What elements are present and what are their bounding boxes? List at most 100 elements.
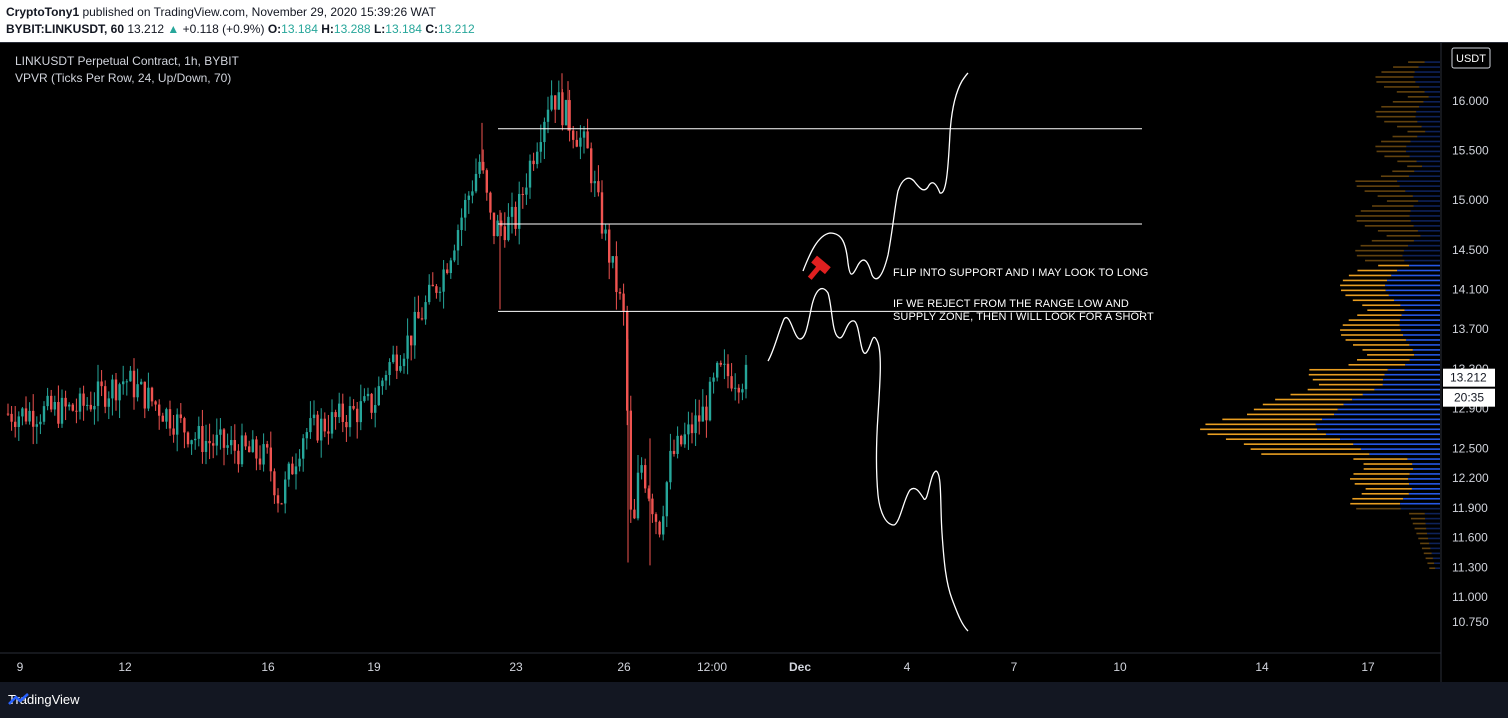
vp-row-up bbox=[1343, 403, 1440, 406]
vp-row-down bbox=[1429, 567, 1436, 570]
candle-body bbox=[435, 286, 438, 293]
price-tick-label: 11.900 bbox=[1452, 501, 1488, 515]
vp-row-down bbox=[1353, 473, 1410, 475]
open-value: 13.184 bbox=[281, 22, 318, 36]
candle-body bbox=[424, 302, 427, 320]
vp-row-down bbox=[1309, 368, 1388, 371]
candle-body bbox=[510, 206, 514, 217]
vp-row-down bbox=[1200, 428, 1318, 431]
vp-row-up bbox=[1337, 408, 1440, 411]
time-tick-label: 12 bbox=[118, 660, 132, 674]
vp-row-down bbox=[1348, 363, 1406, 366]
price-tick-label: 15.000 bbox=[1452, 193, 1489, 207]
vp-row-down bbox=[1412, 522, 1426, 525]
vp-row-down bbox=[1376, 115, 1416, 118]
candle-body bbox=[399, 366, 402, 371]
candle-body bbox=[640, 465, 643, 473]
vp-row-down bbox=[1355, 180, 1398, 182]
candle-body bbox=[374, 405, 377, 413]
vp-row-up bbox=[1413, 468, 1440, 470]
candle-body bbox=[622, 293, 625, 312]
vp-row-down bbox=[1342, 324, 1400, 326]
author-name[interactable]: CryptoTony1 bbox=[6, 5, 80, 19]
candle-body bbox=[330, 412, 334, 434]
vp-row-down bbox=[1357, 314, 1402, 316]
candle-body bbox=[197, 426, 200, 439]
vp-row-up bbox=[1399, 185, 1440, 187]
vp-row-down bbox=[1367, 309, 1405, 311]
candle-body bbox=[35, 424, 38, 427]
candle-body bbox=[514, 206, 517, 229]
candle-body bbox=[417, 311, 420, 319]
currency-button[interactable] bbox=[1451, 47, 1491, 69]
candle-body bbox=[554, 95, 557, 110]
candle-body bbox=[248, 446, 251, 453]
candle-body bbox=[100, 381, 103, 387]
vp-row-down bbox=[1307, 388, 1375, 391]
tradingview-brand[interactable]: TradingView bbox=[8, 692, 80, 707]
candle-body bbox=[118, 384, 121, 401]
vp-row-down bbox=[1377, 195, 1413, 197]
vp-row-up bbox=[1413, 239, 1440, 242]
vp-row-up bbox=[1431, 552, 1440, 555]
vp-row-up bbox=[1413, 205, 1440, 207]
vp-row-up bbox=[1426, 527, 1440, 530]
candle-body bbox=[446, 269, 449, 274]
candle-body bbox=[10, 413, 13, 422]
vp-row-up bbox=[1385, 284, 1440, 287]
candlesticks bbox=[6, 73, 748, 566]
symbol-name: BYBIT:LINKUSDT, 60 bbox=[6, 22, 125, 36]
vp-row-up bbox=[1425, 517, 1440, 520]
vp-row-down bbox=[1247, 413, 1335, 416]
candle-body bbox=[662, 516, 665, 535]
vp-row-up bbox=[1353, 443, 1440, 445]
vp-row-down bbox=[1397, 160, 1417, 163]
candle-body bbox=[611, 256, 614, 263]
vp-row-up bbox=[1340, 438, 1440, 441]
vp-row-up bbox=[1384, 373, 1440, 376]
candle-body bbox=[42, 406, 46, 422]
candle-body bbox=[258, 458, 262, 465]
time-tick-label: 12:00 bbox=[697, 660, 727, 674]
candle-body bbox=[305, 432, 308, 439]
vp-row-up bbox=[1414, 170, 1440, 173]
candle-body bbox=[46, 395, 49, 407]
candle-body bbox=[744, 364, 748, 390]
candle-body bbox=[716, 362, 719, 378]
countdown-label: 20:35 bbox=[1454, 391, 1484, 405]
indicator-legend[interactable]: VPVR (Ticks Per Row, 24, Up/Down, 70) bbox=[15, 71, 232, 85]
vp-row-down bbox=[1418, 537, 1429, 540]
vp-row-up bbox=[1420, 234, 1440, 237]
price-tick-label: 11.600 bbox=[1452, 531, 1488, 545]
candle-body bbox=[726, 363, 730, 377]
candle-body bbox=[453, 250, 456, 261]
vp-row-down bbox=[1365, 488, 1412, 490]
chart-svg[interactable]: 9 12 16 19 23 26 12:00 Dec 4 7 10 14 17 USDT 16.000 15… bbox=[0, 43, 1508, 683]
candle-body bbox=[410, 335, 413, 346]
vp-row-down bbox=[1222, 418, 1323, 421]
candle-body bbox=[240, 435, 244, 465]
vp-row-down bbox=[1308, 373, 1385, 376]
vp-row-up bbox=[1412, 195, 1440, 197]
chart-area[interactable]: 9 12 16 19 23 26 12:00 Dec 4 7 10 14 17 USDT 16.000 15… bbox=[0, 42, 1508, 683]
candle-body bbox=[442, 269, 445, 292]
vp-row-up bbox=[1334, 413, 1440, 416]
candle-body bbox=[316, 414, 319, 441]
vp-row-down bbox=[1262, 403, 1344, 406]
candle-body bbox=[687, 424, 690, 435]
vp-row-up bbox=[1385, 289, 1440, 292]
vp-row-down bbox=[1356, 507, 1401, 510]
vp-row-up bbox=[1424, 91, 1440, 93]
candle-body bbox=[597, 181, 600, 193]
vp-row-down bbox=[1376, 150, 1406, 153]
candle-body bbox=[24, 408, 28, 422]
time-tick-label: 16 bbox=[261, 660, 275, 674]
candle-body bbox=[708, 381, 712, 421]
vp-row-down bbox=[1381, 140, 1411, 143]
vp-row-up bbox=[1322, 418, 1440, 421]
vp-row-down bbox=[1386, 234, 1421, 237]
vp-row-up bbox=[1409, 155, 1440, 158]
candle-body bbox=[78, 393, 82, 412]
candle-body bbox=[32, 410, 35, 427]
vp-row-up bbox=[1394, 299, 1440, 302]
